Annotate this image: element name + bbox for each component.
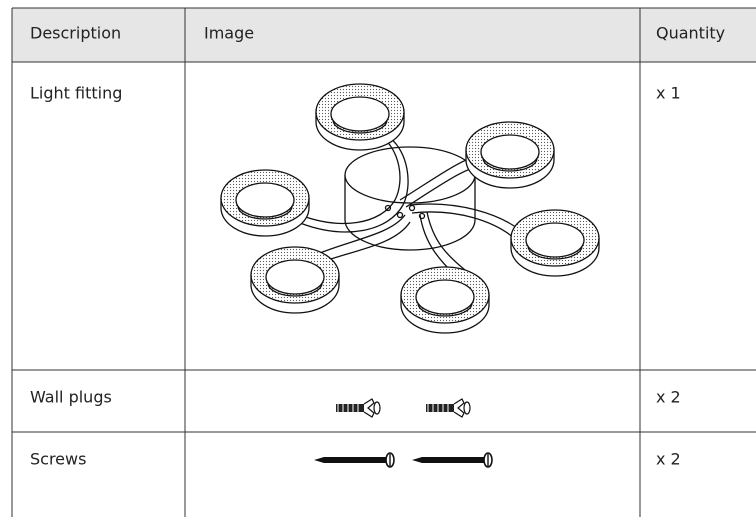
header-cell: Image — [204, 24, 254, 43]
description-cell: Wall plugs — [30, 388, 112, 407]
header-background — [12, 8, 756, 62]
description-cell: Light fitting — [30, 84, 122, 103]
screws-drawing — [313, 452, 493, 468]
quantity-cell: x 2 — [656, 450, 681, 469]
quantity-cell: x 2 — [656, 388, 681, 407]
header-cell: Description — [30, 24, 121, 43]
table-grid — [11, 7, 756, 517]
quantity-cell: x 1 — [656, 84, 681, 103]
description-cell: Screws — [30, 450, 86, 469]
header-cell: Quantity — [656, 24, 725, 43]
wall-plugs-drawing — [335, 398, 471, 418]
light-fitting-drawing — [220, 83, 600, 334]
